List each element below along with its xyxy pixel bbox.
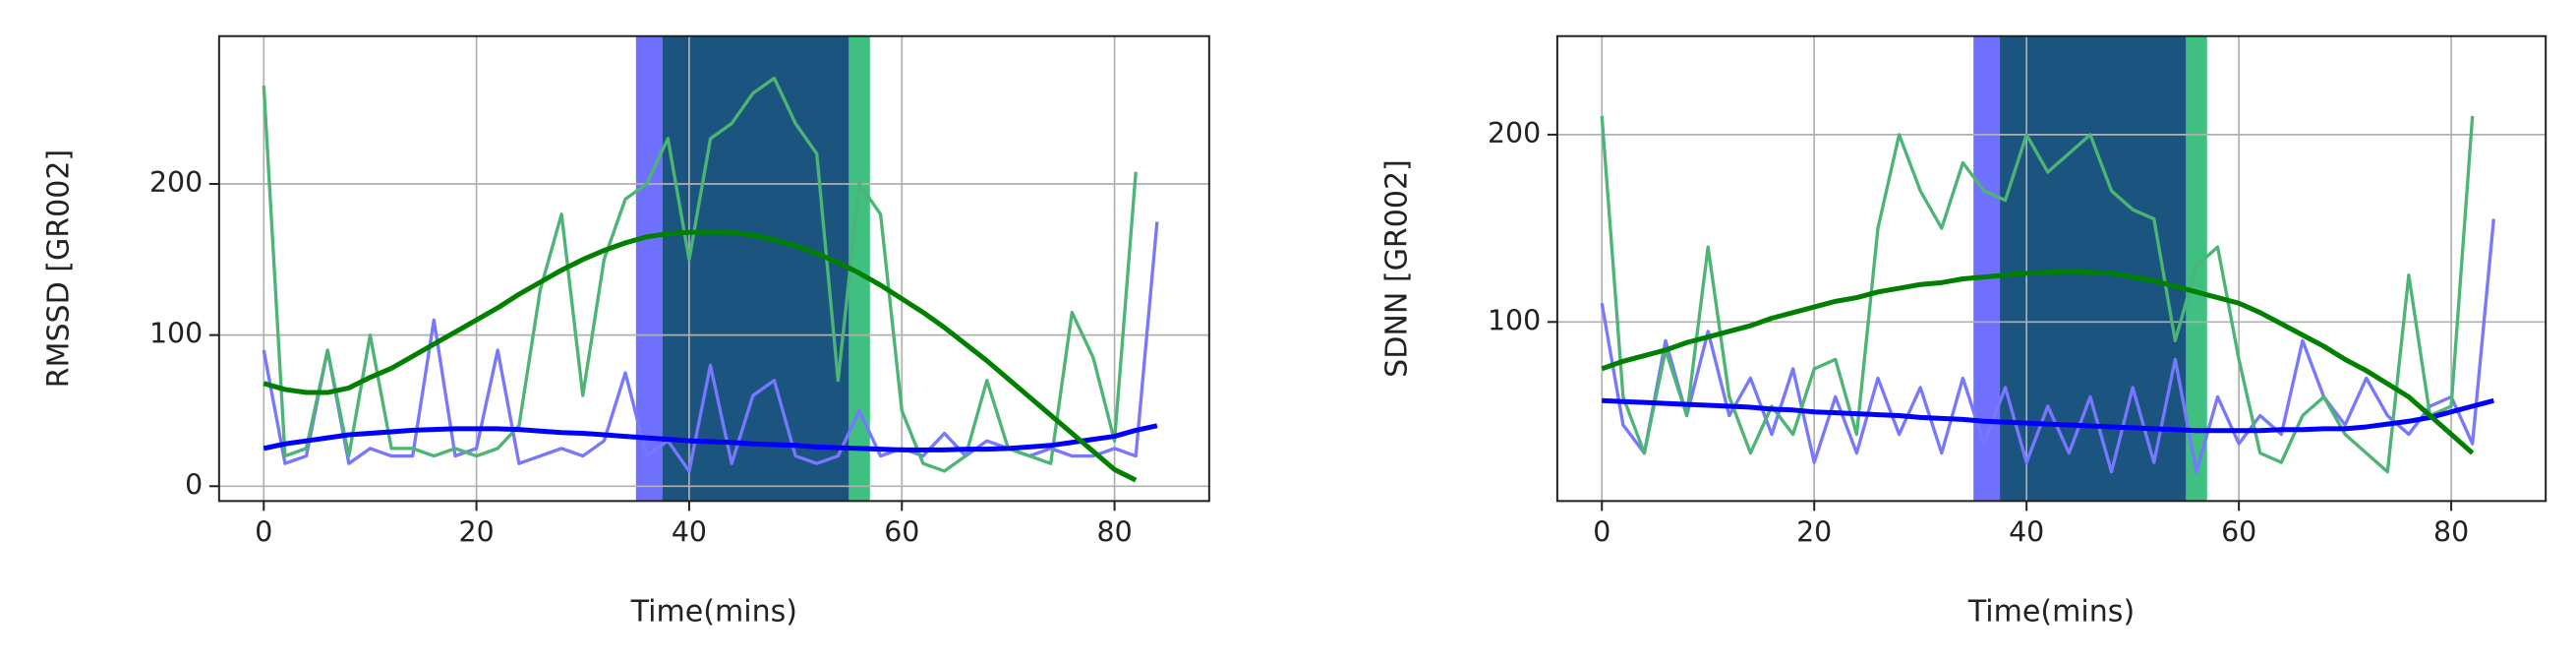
x-axis-label: Time(mins) <box>1967 594 2135 629</box>
spans <box>635 35 870 502</box>
axes-frame <box>217 34 1210 503</box>
series-line <box>263 229 1138 483</box>
x-tick-label: 80 <box>1097 516 1133 549</box>
x-tick-label: 0 <box>255 516 272 549</box>
y-tick-label: 200 <box>149 166 203 199</box>
lines <box>262 76 1159 483</box>
series-line <box>1601 269 2475 455</box>
y-tick-label: 0 <box>185 468 203 501</box>
x-tick-label: 20 <box>1796 516 1832 549</box>
x-tick-label: 60 <box>2221 516 2256 549</box>
y-axis-label: RMSSD [GR002] <box>41 150 76 389</box>
series-line <box>262 76 1138 473</box>
y-tick-label: 100 <box>149 318 203 350</box>
y-axis-label: SDNN [GR002] <box>1379 159 1414 378</box>
x-tick-label: 20 <box>459 516 495 549</box>
x-axis-label: Time(mins) <box>630 594 797 629</box>
chart-panel: 0 20 40 60 80 0 100 200 Time(mins) RMSSD [GR002] <box>41 34 1210 629</box>
series-line <box>1602 397 2494 434</box>
x-tick-label: 40 <box>672 516 707 549</box>
lines <box>1600 115 2495 474</box>
chart-panel: 0 20 40 60 80 100 200 Time(mins) SDNN [GR002] <box>1379 34 2547 629</box>
x-tick-label: 60 <box>884 516 919 549</box>
x-tick-label: 0 <box>1593 516 1610 549</box>
y-tick-label: 100 <box>1488 304 1541 336</box>
x-tick-label: 80 <box>2433 516 2469 549</box>
y-tick-label: 200 <box>1488 117 1541 150</box>
series-line <box>263 423 1158 452</box>
series-line <box>1600 115 2475 474</box>
x-tick-label: 40 <box>2009 516 2044 549</box>
series-line <box>1600 218 2495 474</box>
axes-frame <box>1555 34 2547 503</box>
shaded-span <box>662 35 870 502</box>
